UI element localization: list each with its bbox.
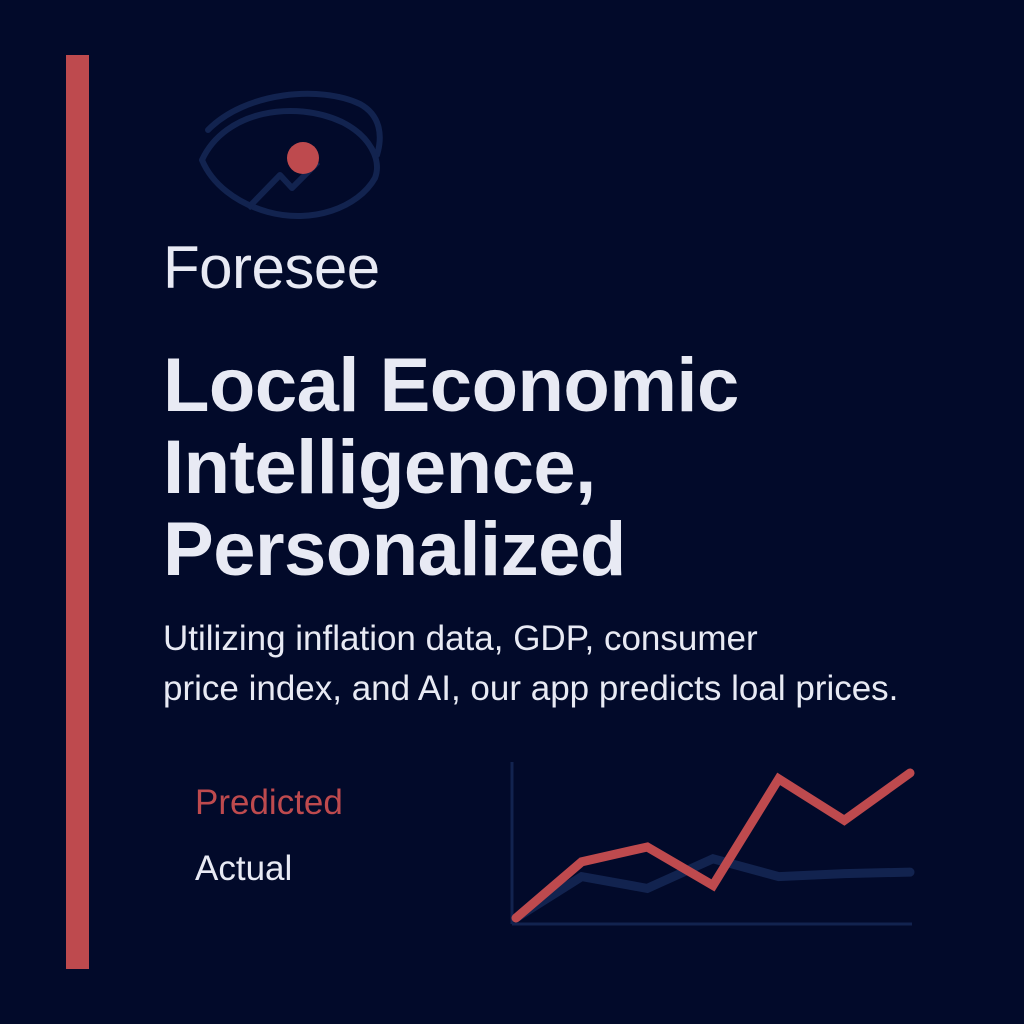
accent-bar bbox=[66, 55, 89, 969]
eye-chart-icon bbox=[199, 90, 383, 219]
headline-line-1: Local Economic bbox=[163, 343, 739, 428]
legend-predicted: Predicted bbox=[195, 783, 343, 822]
series-line-predicted bbox=[511, 768, 915, 923]
headline-line-3: Personalized bbox=[163, 507, 626, 592]
price-line-chart bbox=[510, 762, 915, 926]
description-line-2: price index, and AI, our app predicts lo… bbox=[163, 669, 899, 708]
description-line-1: Utilizing inflation data, GDP, consumer bbox=[163, 619, 758, 658]
headline-line-2: Intelligence, bbox=[163, 425, 596, 510]
legend-actual: Actual bbox=[195, 849, 293, 888]
logo-trend-line bbox=[245, 159, 321, 211]
brand-name: Foresee bbox=[163, 234, 380, 301]
series-line-actual bbox=[511, 854, 915, 923]
chart-series-layer bbox=[511, 768, 915, 923]
logo-dot bbox=[287, 142, 319, 174]
description: Utilizing inflation data, GDP, consumer … bbox=[163, 614, 1013, 714]
headline: Local Economic Intelligence, Personalize… bbox=[163, 345, 983, 591]
logo-upper-arc bbox=[205, 90, 383, 158]
